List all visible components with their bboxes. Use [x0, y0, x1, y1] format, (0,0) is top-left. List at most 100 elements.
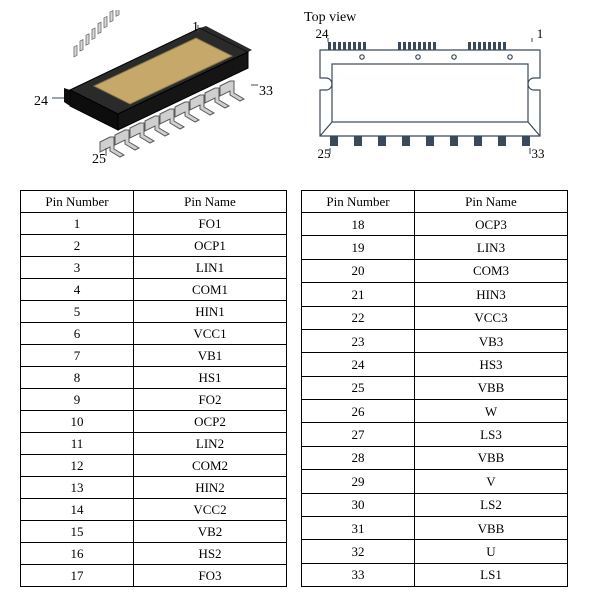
cell-pin-number: 20 — [302, 259, 415, 282]
table-row: 6VCC1 — [21, 323, 287, 345]
table-row: 17FO3 — [21, 565, 287, 587]
cell-pin-number: 32 — [302, 540, 415, 563]
cell-pin-number: 14 — [21, 499, 134, 521]
cell-pin-name: VB3 — [415, 329, 568, 352]
cell-pin-number: 11 — [21, 433, 134, 455]
cell-pin-name: VBB — [415, 376, 568, 399]
col-header-pin-number: Pin Number — [302, 191, 415, 213]
cell-pin-name: LIN2 — [134, 433, 287, 455]
table-header-row: Pin Number Pin Name — [302, 191, 568, 213]
cell-pin-name: V — [415, 470, 568, 493]
top-label-1: 1 — [537, 28, 544, 41]
cell-pin-number: 21 — [302, 283, 415, 306]
cell-pin-name: LIN3 — [415, 236, 568, 259]
cell-pin-number: 28 — [302, 446, 415, 469]
top-view: Top view — [300, 10, 570, 163]
cell-pin-number: 6 — [21, 323, 134, 345]
cell-pin-number: 24 — [302, 353, 415, 376]
table-row: 4COM1 — [21, 279, 287, 301]
isometric-view: 1 33 24 25 — [20, 10, 280, 170]
table-row: 16HS2 — [21, 543, 287, 565]
table-row: 11LIN2 — [21, 433, 287, 455]
iso-label-1: 1 — [192, 20, 199, 36]
cell-pin-name: LS3 — [415, 423, 568, 446]
table-row: 14VCC2 — [21, 499, 287, 521]
pin-tables: Pin Number Pin Name 1FO12OCP13LIN14COM15… — [20, 190, 577, 587]
cell-pin-number: 4 — [21, 279, 134, 301]
package-top-svg: 24 1 25 33 — [300, 28, 560, 158]
table-row: 10OCP2 — [21, 411, 287, 433]
table-row: 21HIN3 — [302, 283, 568, 306]
table-row: 33LS1 — [302, 563, 568, 586]
cell-pin-name: FO1 — [134, 213, 287, 235]
cell-pin-name: VB1 — [134, 345, 287, 367]
iso-label-24: 24 — [34, 94, 48, 110]
figures-row: 1 33 24 25 Top view — [20, 10, 577, 170]
cell-pin-name: VBB — [415, 446, 568, 469]
col-header-pin-name: Pin Name — [134, 191, 287, 213]
cell-pin-name: U — [415, 540, 568, 563]
cell-pin-name: OCP2 — [134, 411, 287, 433]
cell-pin-name: OCP3 — [415, 213, 568, 236]
top-label-24: 24 — [316, 28, 330, 41]
iso-label-25: 25 — [92, 152, 106, 168]
table-row: 8HS1 — [21, 367, 287, 389]
cell-pin-number: 10 — [21, 411, 134, 433]
table-row: 5HIN1 — [21, 301, 287, 323]
cell-pin-name: HS1 — [134, 367, 287, 389]
table-row: 9FO2 — [21, 389, 287, 411]
cell-pin-name: FO2 — [134, 389, 287, 411]
table-row: 32U — [302, 540, 568, 563]
table-row: 13HIN2 — [21, 477, 287, 499]
cell-pin-name: HIN1 — [134, 301, 287, 323]
col-header-pin-name: Pin Name — [415, 191, 568, 213]
cell-pin-name: VCC2 — [134, 499, 287, 521]
cell-pin-number: 23 — [302, 329, 415, 352]
table-row: 1FO1 — [21, 213, 287, 235]
table-header-row: Pin Number Pin Name — [21, 191, 287, 213]
table-row: 12COM2 — [21, 455, 287, 477]
cell-pin-number: 9 — [21, 389, 134, 411]
cell-pin-name: LS1 — [415, 563, 568, 586]
table-row: 30LS2 — [302, 493, 568, 516]
cell-pin-number: 26 — [302, 400, 415, 423]
cell-pin-number: 22 — [302, 306, 415, 329]
col-header-pin-number: Pin Number — [21, 191, 134, 213]
table-row: 20COM3 — [302, 259, 568, 282]
iso-label-33: 33 — [259, 84, 273, 100]
table-row: 23VB3 — [302, 329, 568, 352]
cell-pin-number: 13 — [21, 477, 134, 499]
table-row: 15VB2 — [21, 521, 287, 543]
cell-pin-number: 18 — [302, 213, 415, 236]
table-row: 26W — [302, 400, 568, 423]
cell-pin-name: VB2 — [134, 521, 287, 543]
cell-pin-number: 33 — [302, 563, 415, 586]
cell-pin-number: 2 — [21, 235, 134, 257]
table-row: 19LIN3 — [302, 236, 568, 259]
cell-pin-name: LS2 — [415, 493, 568, 516]
top-label-25: 25 — [318, 146, 331, 158]
cell-pin-number: 29 — [302, 470, 415, 493]
table-row: 22VCC3 — [302, 306, 568, 329]
cell-pin-number: 12 — [21, 455, 134, 477]
table-row: 29V — [302, 470, 568, 493]
cell-pin-name: FO3 — [134, 565, 287, 587]
top-label-33: 33 — [532, 146, 545, 158]
table-row: 25VBB — [302, 376, 568, 399]
cell-pin-number: 15 — [21, 521, 134, 543]
cell-pin-name: COM1 — [134, 279, 287, 301]
cell-pin-name: W — [415, 400, 568, 423]
table-row: 3LIN1 — [21, 257, 287, 279]
cell-pin-name: HIN2 — [134, 477, 287, 499]
cell-pin-number: 5 — [21, 301, 134, 323]
cell-pin-number: 25 — [302, 376, 415, 399]
cell-pin-number: 27 — [302, 423, 415, 446]
cell-pin-name: HIN3 — [415, 283, 568, 306]
cell-pin-name: COM2 — [134, 455, 287, 477]
cell-pin-number: 8 — [21, 367, 134, 389]
table-row: 27LS3 — [302, 423, 568, 446]
pin-table-left: Pin Number Pin Name 1FO12OCP13LIN14COM15… — [20, 190, 287, 587]
pin-table-right: Pin Number Pin Name 18OCP319LIN320COM321… — [301, 190, 568, 587]
cell-pin-name: VBB — [415, 516, 568, 539]
cell-pin-number: 31 — [302, 516, 415, 539]
